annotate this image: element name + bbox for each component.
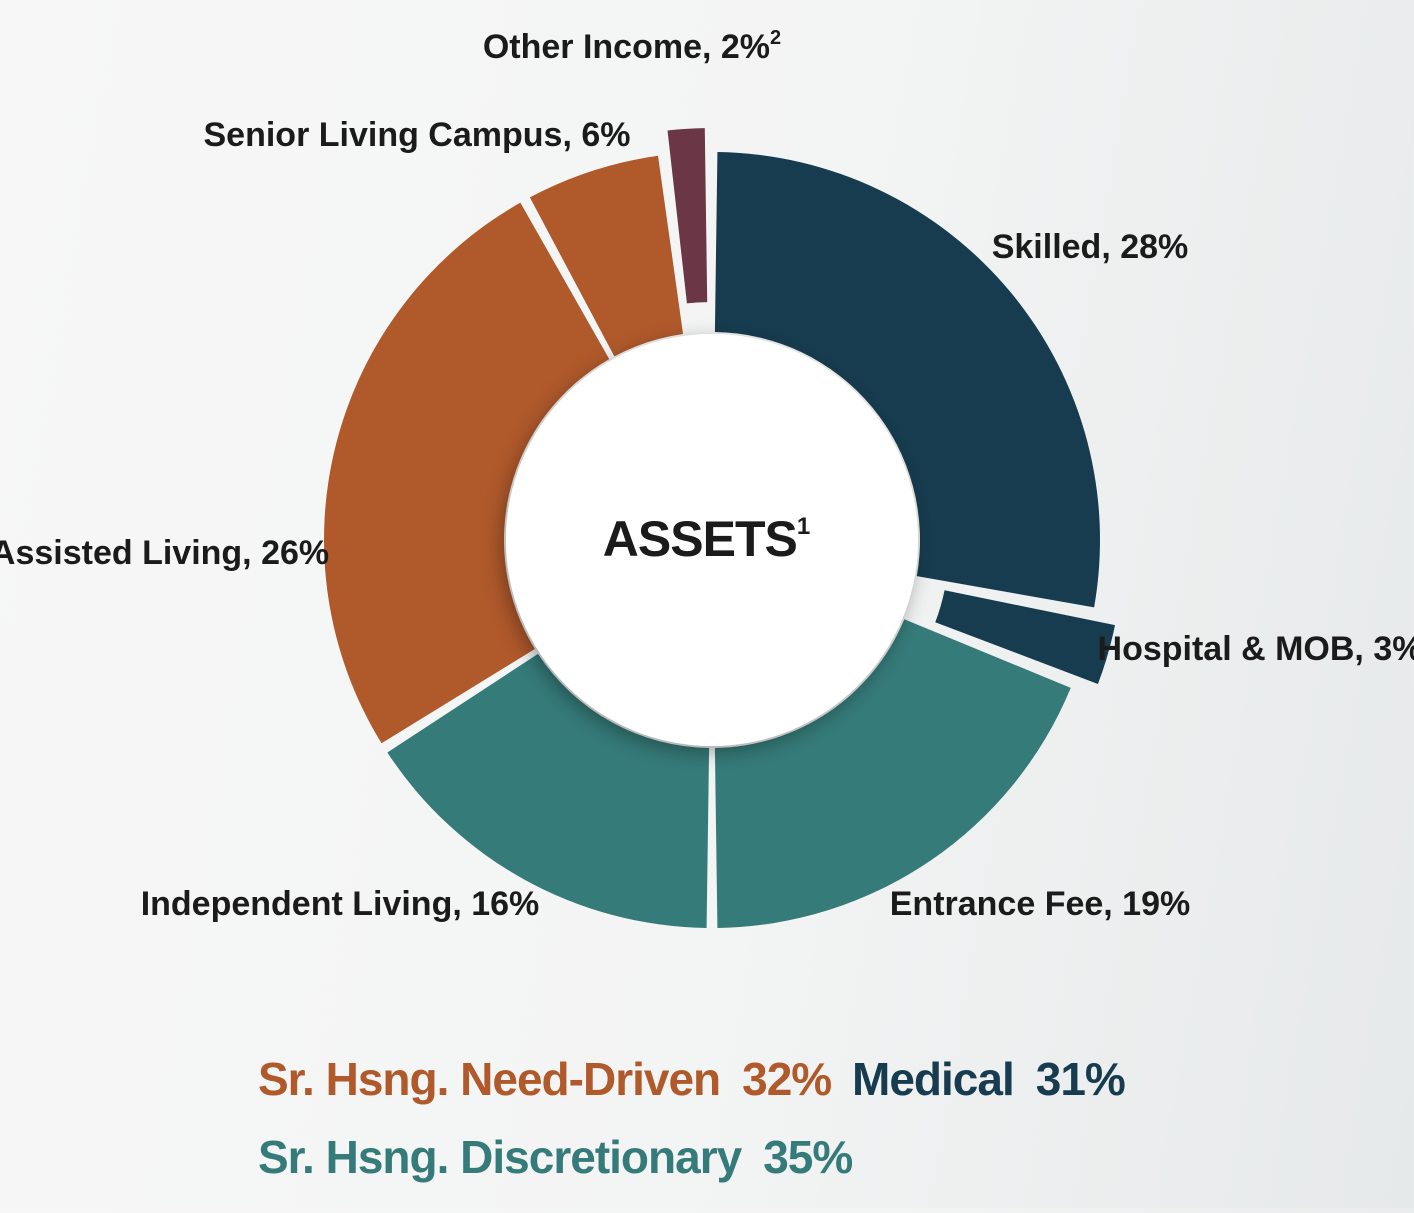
slice-skilled [714,152,1100,608]
legend-discretionary-label: Sr. Hsng. Discretionary [258,1131,742,1183]
center-label: ASSETS1 [603,511,810,567]
legend-medical-label: Medical [852,1053,1015,1105]
donut-center [506,334,918,746]
legend-discretionary: Sr. Hsng. Discretionary 35% [258,1130,853,1184]
slice-label-other-income: Other Income, 2%2 [483,27,781,66]
slice-label-entrance-fee: Entrance Fee, 19% [890,885,1190,923]
slice-label-assisted-living: Assisted Living, 26% [0,534,329,572]
slice-independent-living [387,653,710,928]
legend-need-driven: Sr. Hsng. Need-Driven 32% [258,1052,832,1106]
center-layer: ASSETS1 [506,334,918,746]
legend-need-driven-value: 32% [742,1053,832,1105]
slice-entrance-fee [714,619,1071,928]
slice-label-hospital-and-mob: Hospital & MOB, 3% [1098,630,1414,668]
slice-label-independent-living: Independent Living, 16% [141,885,540,923]
center-label-footnote: 1 [797,513,810,540]
slice-hospital-and-mob [935,590,1116,685]
legend-need-driven-label: Sr. Hsng. Need-Driven [258,1053,721,1105]
slice-assisted-living [323,202,610,744]
legend-medical-value: 31% [1035,1053,1126,1105]
slice-other-income [667,128,708,304]
slice-label-skilled: Skilled, 28% [992,228,1189,266]
labels-layer: Skilled, 28% Hospital & MOB, 3% Entrance F… [0,27,1414,923]
legend-medical: Medical 31% [852,1052,1126,1106]
slice-label-senior-living-campus: Senior Living Campus, 6% [204,116,631,154]
slice-senior-living-campus [529,155,684,357]
slices-layer [323,128,1116,928]
legend-discretionary-value: 35% [763,1131,853,1183]
